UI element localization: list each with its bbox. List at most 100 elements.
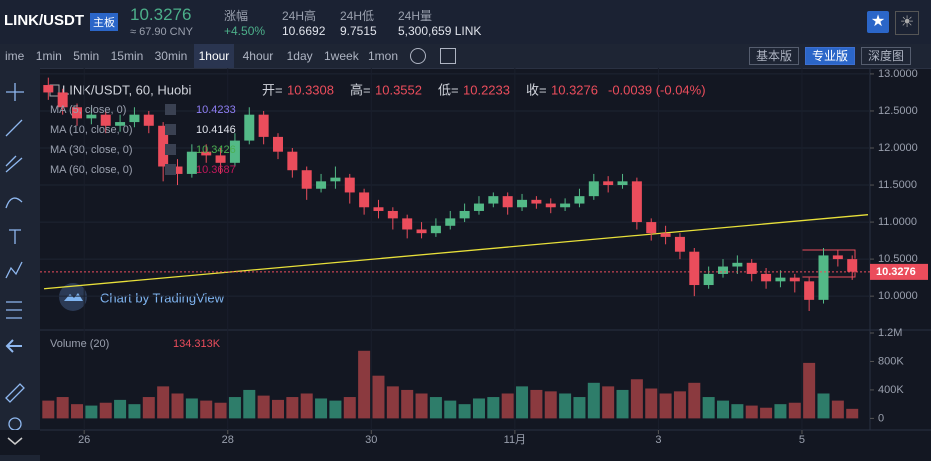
volume-bar	[200, 400, 213, 419]
volume-value: 134.313K	[173, 338, 221, 350]
study-value: 10.3687	[196, 164, 236, 176]
volume-bar	[386, 386, 399, 419]
text-tool[interactable]	[9, 229, 21, 244]
candle-body	[344, 177, 355, 193]
candle-body	[847, 259, 858, 272]
chart-title: LINK/USDT, 60, Huobi	[62, 82, 191, 97]
volume-bar	[85, 405, 98, 419]
candle-body	[158, 125, 169, 167]
candle-body	[617, 181, 628, 186]
candle-body	[703, 273, 714, 286]
x-tick-label: 26	[78, 434, 90, 446]
y-tick-label: 12.0000	[878, 142, 918, 154]
candle-body	[560, 203, 571, 208]
volume-bar	[228, 397, 241, 419]
volume-bar	[71, 404, 84, 419]
x-tick-label: 28	[222, 434, 234, 446]
study-settings[interactable]	[165, 104, 176, 115]
crosshair-tool[interactable]	[6, 83, 24, 101]
candle-body	[574, 196, 585, 204]
interval-button[interactable]: 1week	[324, 49, 359, 63]
channel-tool[interactable]	[5, 155, 23, 173]
interval-button[interactable]: 30min	[154, 49, 188, 63]
volume-bar	[616, 389, 629, 419]
volume-bar	[487, 397, 500, 419]
screenshot-button[interactable]	[440, 48, 457, 64]
ruler-tool[interactable]	[5, 383, 25, 403]
study-settings[interactable]	[165, 164, 176, 175]
volume-bar	[573, 397, 586, 419]
interval-button[interactable]: 15min	[110, 49, 144, 63]
candle-body	[775, 277, 786, 282]
volume-bar	[171, 393, 184, 419]
interval-button[interactable]: ime	[5, 49, 25, 63]
candle-body	[804, 281, 815, 300]
settings-button[interactable]	[410, 48, 427, 64]
volume-bar	[300, 393, 313, 419]
volume-bar	[774, 404, 787, 419]
candle-body	[100, 114, 111, 126]
candle-body	[172, 166, 183, 174]
stat-value: 9.7515	[340, 24, 377, 38]
interval-button[interactable]: 1mon	[368, 49, 399, 63]
watermark: Chart by TradingView	[100, 290, 225, 305]
stat-label: 24H低	[340, 9, 375, 23]
volume-bar	[630, 379, 643, 419]
candle-body	[502, 196, 513, 208]
y-tick-label: 0	[878, 412, 884, 424]
candle-body	[430, 225, 441, 234]
volume-bar	[803, 362, 816, 419]
volume-bar	[831, 400, 844, 419]
candle-body	[143, 114, 154, 126]
interval-button[interactable]: 5min	[73, 49, 100, 63]
cny: ≈ 67.90 CNY	[130, 26, 193, 38]
candle-body	[43, 85, 54, 93]
theme-button[interactable]: ☀	[895, 11, 919, 35]
ohlc-value: 10.3308	[287, 82, 334, 97]
x-tick-label: 30	[365, 434, 377, 446]
interval-button[interactable]: 4hour	[242, 49, 274, 63]
interval-button[interactable]: 1min	[35, 49, 62, 63]
last-price-box	[870, 263, 928, 280]
candle-body	[416, 229, 427, 234]
volume-bar	[444, 400, 457, 419]
y-tick-label: 13.0000	[878, 68, 918, 80]
candle-body	[531, 199, 542, 204]
candle-body	[789, 277, 800, 282]
candle-body	[517, 199, 528, 208]
volume-bar	[559, 393, 572, 419]
mode-button[interactable]: 专业版	[805, 47, 856, 65]
x-tick-label: 3	[655, 434, 661, 446]
line-tool[interactable]	[5, 119, 23, 137]
star-button[interactable]: ★	[867, 11, 889, 33]
volume-bar	[731, 404, 744, 419]
board-tag[interactable]: 主板	[90, 13, 118, 31]
candle-body	[832, 255, 843, 260]
mode-button[interactable]: 深度图	[861, 47, 912, 65]
interval-button[interactable]: 1day	[286, 49, 313, 63]
study-settings[interactable]	[165, 144, 176, 155]
volume-bar	[458, 404, 471, 419]
interval-button[interactable]: 1hour	[193, 44, 235, 68]
stat-value: 5,300,659 LINK	[398, 24, 482, 38]
stat-label: 24H量	[398, 9, 433, 23]
volume-bar	[501, 393, 514, 419]
mode-button[interactable]: 基本版	[749, 47, 800, 65]
y-tick-label: 10.5000	[878, 253, 918, 265]
collapse-button[interactable]	[7, 437, 23, 445]
pattern-tool[interactable]	[5, 261, 23, 279]
ohlc-value: 10.3276	[551, 82, 598, 97]
fib-tool[interactable]	[6, 301, 22, 319]
brush-tool[interactable]	[5, 197, 23, 209]
candle-body	[86, 114, 97, 119]
candle-body	[488, 196, 499, 204]
volume-bar	[401, 389, 414, 419]
volume-bar	[846, 408, 859, 419]
study-name: MA (5, close, 0)	[50, 104, 126, 116]
stat-value: +4.50%	[224, 24, 266, 38]
candle-body	[287, 151, 298, 171]
collapse-bg	[0, 430, 40, 455]
study-name: MA (60, close, 0)	[50, 164, 133, 176]
study-settings[interactable]	[165, 124, 176, 135]
back-tool[interactable]	[5, 339, 22, 353]
